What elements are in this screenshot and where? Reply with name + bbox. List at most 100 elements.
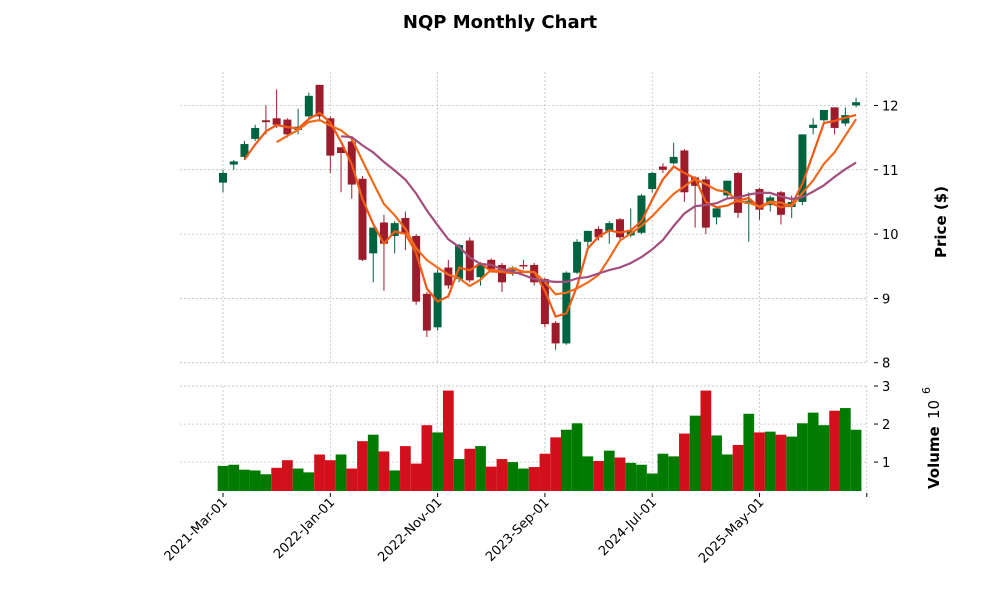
candle-body xyxy=(476,264,485,278)
volume-bar xyxy=(528,467,540,491)
x-tick-label: 2025-May-01 xyxy=(696,495,767,566)
volume-bar xyxy=(625,462,637,491)
grid xyxy=(180,72,868,491)
price-tick-label: 8 xyxy=(882,357,890,372)
candle-body xyxy=(583,230,592,242)
volume-bar xyxy=(496,459,508,491)
volume-bar xyxy=(335,454,347,491)
candle-body xyxy=(304,95,313,117)
volume-bar xyxy=(282,460,293,491)
candle-body xyxy=(712,208,721,218)
volume-tick-label: 1 xyxy=(882,456,890,471)
moving-average-12-line xyxy=(340,135,857,283)
volume-bar xyxy=(389,470,401,491)
x-tick-label: 2021-Mar-01 xyxy=(162,495,231,564)
volume-bar xyxy=(485,466,497,491)
volume-bar xyxy=(721,454,733,491)
volume-bar xyxy=(271,467,283,491)
volume-axis-label: Volume 10 6 xyxy=(920,387,943,489)
candle-body xyxy=(261,120,270,123)
volume-bar xyxy=(775,434,787,491)
candle-body xyxy=(412,236,421,302)
volume-label: Volume xyxy=(925,426,943,489)
candle-body xyxy=(841,115,850,124)
x-tick-label: 2023-Sep-01 xyxy=(483,495,553,565)
candle-body xyxy=(251,127,260,139)
x-tick-label: 2024-Jul-01 xyxy=(596,495,660,559)
volume-bar xyxy=(636,464,647,491)
volume-bar xyxy=(507,462,519,491)
volume-bar xyxy=(700,390,712,491)
candle-body xyxy=(658,166,667,170)
candle-body xyxy=(315,84,324,117)
volume-bar xyxy=(228,464,240,491)
candle-body xyxy=(798,134,807,202)
volume-bar xyxy=(560,429,572,491)
volume-bar xyxy=(217,465,229,491)
candle-body xyxy=(669,156,678,164)
candle-body xyxy=(272,118,281,125)
candle-body xyxy=(562,272,571,344)
price-axis-label: Price ($) xyxy=(932,186,950,258)
candle-body xyxy=(637,195,646,233)
volume-exponent-base: 10 xyxy=(925,400,943,419)
volume-bar xyxy=(400,446,411,491)
candle-body xyxy=(819,109,828,121)
volume-bar xyxy=(432,432,443,491)
volume-bar xyxy=(518,468,529,491)
candle-body xyxy=(444,267,453,286)
candle-body xyxy=(497,264,506,283)
candle-body xyxy=(401,218,410,235)
candle-body xyxy=(455,245,464,280)
volume-bars xyxy=(217,390,862,491)
volume-bar xyxy=(754,432,765,491)
candle-body xyxy=(734,172,743,213)
volume-bar xyxy=(324,460,336,491)
candle-body xyxy=(551,322,560,344)
candle-body xyxy=(573,241,582,273)
volume-bar xyxy=(797,423,808,491)
volume-bar xyxy=(582,456,594,491)
candle-body xyxy=(519,264,528,267)
candle-body xyxy=(616,219,625,238)
volume-bar xyxy=(593,460,604,491)
volume-bar xyxy=(571,423,583,491)
candle-body xyxy=(852,102,861,106)
volume-bar xyxy=(346,468,358,491)
volume-bar xyxy=(464,448,476,491)
candle-body xyxy=(219,172,227,183)
volume-bar xyxy=(475,446,486,491)
candle-body xyxy=(240,144,249,157)
candle-body xyxy=(680,150,689,193)
candle-body xyxy=(358,178,367,260)
candle-body xyxy=(229,161,238,165)
price-tick-label: 9 xyxy=(882,292,890,307)
volume-bar xyxy=(732,444,744,491)
candle-body xyxy=(809,124,818,128)
candles xyxy=(219,84,861,350)
volume-bar xyxy=(850,429,862,491)
candle-body xyxy=(605,223,614,231)
volume-bar xyxy=(303,472,315,491)
candle-body xyxy=(723,180,732,196)
volume-bar xyxy=(453,459,465,491)
x-tick-label: 2022-Jan-01 xyxy=(271,495,338,562)
volume-tick-label: 3 xyxy=(882,380,890,395)
candle-body xyxy=(369,227,378,254)
price-tick-label: 12 xyxy=(882,99,899,114)
candle-body xyxy=(594,228,603,238)
candle-body xyxy=(648,172,657,190)
candle-body xyxy=(755,189,764,210)
volume-exponent: 6 xyxy=(920,387,933,394)
moving-average-3-line xyxy=(243,111,857,318)
volume-bar xyxy=(550,437,561,491)
volume-bar xyxy=(646,473,658,491)
volume-bar xyxy=(357,441,368,491)
candle-body xyxy=(465,240,474,281)
volume-bar xyxy=(689,415,701,491)
moving-averages xyxy=(243,111,858,318)
volume-bar xyxy=(292,468,304,491)
volume-bar xyxy=(421,425,433,491)
volume-bar xyxy=(829,410,840,491)
